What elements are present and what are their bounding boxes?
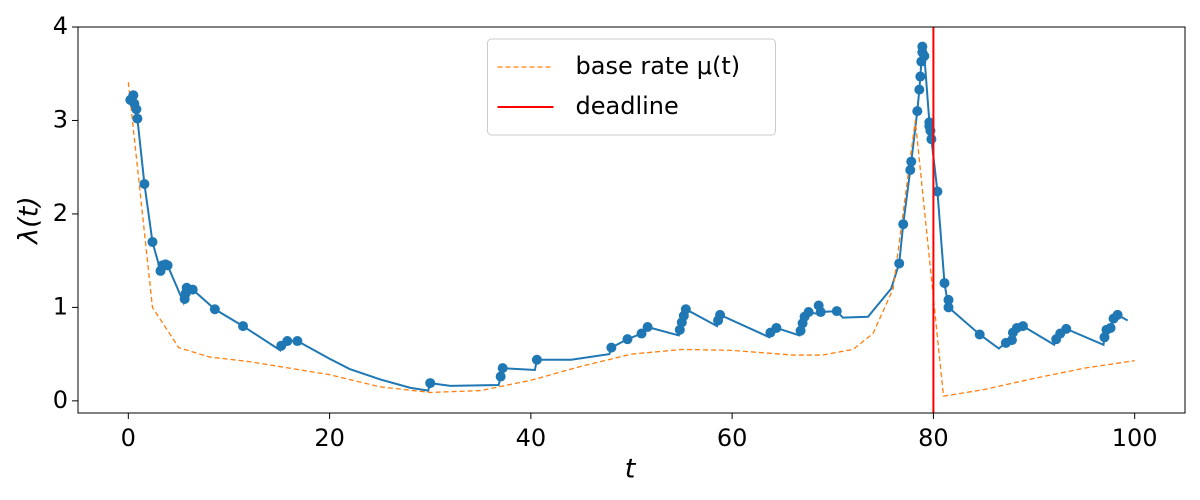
event-point	[917, 41, 928, 52]
event-point	[238, 321, 249, 332]
event-point	[282, 336, 293, 347]
event-point	[926, 134, 937, 145]
y-tick-label: 3	[53, 105, 68, 133]
event-point	[974, 329, 985, 340]
event-point	[1017, 321, 1028, 332]
event-point	[1112, 309, 1123, 320]
event-point	[147, 236, 158, 247]
event-point	[795, 325, 806, 336]
event-point	[187, 284, 198, 295]
event-point	[906, 156, 917, 167]
event-point	[898, 219, 909, 230]
series-line	[127, 82, 1135, 397]
x-tick-label: 100	[1112, 424, 1158, 452]
event-point	[642, 322, 653, 333]
legend-label: base rate μ(t)	[576, 52, 741, 80]
event-point	[606, 342, 617, 353]
x-tick-label: 0	[121, 424, 136, 452]
event-point	[497, 363, 508, 374]
event-point	[425, 378, 436, 389]
plot-frame	[77, 26, 1186, 414]
event-point	[831, 306, 842, 317]
event-point	[139, 179, 150, 190]
event-point	[912, 106, 923, 117]
event-point	[622, 334, 633, 345]
event-point	[939, 278, 950, 289]
event-point	[943, 294, 954, 305]
event-point	[209, 304, 220, 315]
event-point	[894, 258, 905, 269]
y-tick-label: 1	[53, 292, 68, 320]
event-point	[495, 371, 506, 382]
event-point	[914, 84, 925, 95]
event-point	[919, 50, 930, 61]
event-point	[674, 324, 685, 335]
legend-box	[487, 38, 776, 136]
event-point	[1006, 335, 1017, 346]
event-point	[132, 113, 143, 124]
x-axis-label: t	[625, 454, 637, 485]
event-point	[131, 104, 142, 115]
event-point	[162, 260, 173, 271]
event-point	[905, 164, 916, 175]
legend-label: deadline	[576, 92, 679, 120]
event-point	[1105, 322, 1116, 333]
event-point	[915, 71, 926, 82]
event-point	[803, 307, 814, 318]
event-point	[1099, 332, 1110, 343]
event-point	[815, 307, 826, 318]
x-tick-label: 20	[314, 424, 345, 452]
y-tick-label: 2	[53, 199, 68, 227]
event-point	[943, 302, 954, 313]
x-tick-label: 80	[918, 424, 949, 452]
y-tick-label: 4	[53, 12, 68, 40]
event-point	[932, 186, 943, 197]
y-axis-label: λ(t)	[14, 196, 45, 246]
event-point	[715, 309, 726, 320]
event-point	[292, 336, 303, 347]
event-point	[771, 322, 782, 333]
event-point	[680, 304, 691, 315]
event-point	[531, 354, 542, 365]
event-point	[636, 328, 647, 339]
x-tick-label: 40	[516, 424, 547, 452]
event-point	[1061, 323, 1072, 334]
x-tick-label: 60	[717, 424, 748, 452]
event-point	[128, 90, 139, 101]
y-tick-label: 0	[53, 386, 68, 414]
